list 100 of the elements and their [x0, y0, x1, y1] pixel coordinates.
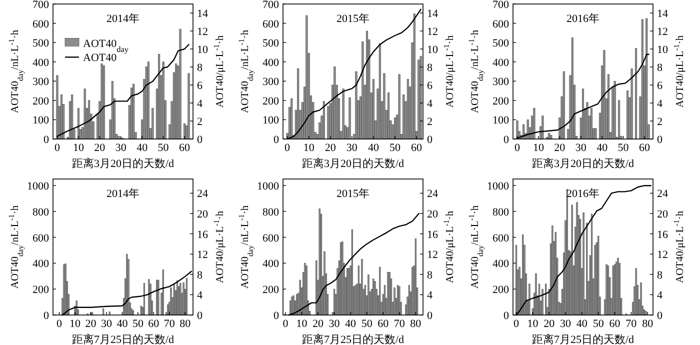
- y-tick-label: 200: [32, 284, 50, 296]
- y2-tick-label: 14: [427, 8, 438, 20]
- x-tick-label: 50: [618, 142, 630, 154]
- x-tick-label: 50: [361, 318, 373, 330]
- text: 2014年: [106, 188, 140, 200]
- y2-tick-label: 24: [197, 188, 208, 200]
- y2-tick-label: 0: [657, 134, 663, 146]
- y2-tick-label: 10: [197, 44, 208, 56]
- y2-tick-label: 4: [197, 98, 203, 110]
- y-tick-label: 700: [262, 0, 280, 11]
- y-tick-label: 0: [44, 134, 50, 146]
- x-tick-label: 40: [116, 318, 128, 330]
- x-tick-label: 10: [72, 142, 84, 154]
- x-tick-label: 40: [596, 142, 608, 154]
- x-tick-label: 50: [132, 318, 144, 330]
- y2-tick-label: 20: [657, 208, 668, 221]
- x-tick-label: 20: [544, 318, 556, 330]
- y-tick-label: 600: [32, 18, 50, 30]
- y2-tick-label: 12: [427, 249, 438, 262]
- y-tick-label: 500: [492, 38, 510, 50]
- y-tick-label: 700: [492, 0, 510, 11]
- x-tick-label: 80: [180, 318, 192, 330]
- x-axis-title: 距离7月25日的天数/d: [532, 333, 635, 345]
- y-tick-label: 1000: [27, 180, 50, 192]
- x-tick-label: 0: [54, 142, 60, 154]
- y2-tick-label: 16: [197, 228, 208, 241]
- x-tick-label: 60: [411, 142, 423, 154]
- legend-label: AOT40: [83, 52, 118, 64]
- y-tick-label: 200: [262, 95, 280, 108]
- x-tick-label: 0: [514, 318, 520, 330]
- y-tick-label: 700: [32, 0, 50, 11]
- x-tick-label: 30: [560, 318, 572, 330]
- y-tick-label: 800: [32, 206, 50, 218]
- x-tick-label: 10: [303, 142, 315, 154]
- y2-tick-label: 6: [197, 80, 203, 92]
- y2-tick-label: 8: [427, 269, 433, 282]
- x-tick-label: 40: [136, 142, 148, 154]
- y-tick-label: 600: [262, 232, 280, 244]
- y2-tick-label: 10: [427, 44, 438, 56]
- x-tick-label: 0: [282, 318, 289, 330]
- x-tick-label: 0: [284, 142, 291, 154]
- x-tick-label: 30: [115, 142, 127, 154]
- y2-tick-label: 16: [427, 228, 438, 241]
- y2-tick-label: 4: [197, 290, 203, 302]
- text: 2016年: [566, 13, 600, 25]
- y-tick-label: 0: [504, 310, 510, 322]
- y2-tick-label: 8: [657, 62, 663, 74]
- y-tick-label: 300: [262, 76, 280, 88]
- x-tick-label: 30: [575, 142, 587, 154]
- y2-tick-label: 8: [427, 62, 433, 74]
- y2-tick-label: 16: [657, 228, 668, 241]
- y-tick-label: 600: [262, 18, 280, 30]
- text: 2015年: [336, 188, 370, 200]
- x-axis-title: 距离7月25日的天数/d: [72, 333, 175, 345]
- x-axis-title: 距离3月20日的天数/d: [72, 157, 175, 170]
- x-tick-label: 60: [179, 142, 191, 154]
- x-tick-label: 80: [410, 318, 422, 330]
- x-axis-title: 距离7月25日的天数/d: [302, 333, 405, 345]
- y2-tick-label: 8: [197, 62, 203, 74]
- y2-tick-label: 4: [427, 98, 433, 110]
- y-tick-label: 100: [492, 114, 510, 127]
- y2-tick-label: 6: [657, 80, 663, 92]
- y2-tick-label: 24: [657, 188, 668, 200]
- x-tick-label: 20: [85, 318, 97, 330]
- x-tick-label: 70: [394, 318, 406, 330]
- y2-tick-label: 8: [657, 269, 663, 282]
- y-tick-label: 600: [492, 232, 510, 244]
- y2-tick-label: 20: [427, 208, 438, 221]
- y-tick-label: 400: [492, 56, 510, 69]
- x-tick-label: 50: [390, 142, 401, 154]
- y2-tick-label: 0: [427, 310, 433, 322]
- y2-tick-label: 14: [657, 8, 668, 20]
- y-tick-label: 400: [262, 56, 280, 69]
- y-tick-label: 0: [504, 134, 510, 146]
- y-tick-label: 200: [492, 95, 510, 108]
- y2-tick-label: 2: [427, 116, 432, 128]
- x-tick-label: 50: [158, 142, 170, 154]
- x-tick-label: 40: [576, 318, 588, 330]
- y-tick-label: 1000: [257, 180, 280, 192]
- y-tick-label: 500: [262, 38, 280, 50]
- y-tick-label: 600: [492, 18, 510, 30]
- text: 2015年: [336, 13, 370, 25]
- y-tick-label: 500: [32, 38, 50, 50]
- x-tick-label: 10: [70, 318, 82, 330]
- x-tick-label: 20: [554, 142, 566, 154]
- y2-tick-label: 24: [427, 188, 438, 200]
- x-tick-label: 70: [164, 318, 176, 330]
- x-axis-title: 距离3月20日的天数/d: [302, 157, 405, 170]
- y2-tick-label: 0: [657, 310, 663, 322]
- y-tick-label: 600: [32, 232, 50, 244]
- legend-label: AOT40$_{day}$: [83, 38, 130, 54]
- x-tick-label: 60: [148, 318, 160, 330]
- y2-tick-label: 8: [197, 269, 203, 282]
- x-tick-label: 0: [56, 318, 63, 330]
- x-tick-label: 60: [639, 142, 651, 154]
- y2-tick-label: 0: [197, 134, 203, 146]
- y-tick-label: 200: [492, 284, 510, 296]
- y2-tick-label: 2: [657, 116, 662, 128]
- y-tick-label: 200: [32, 95, 50, 108]
- y-tick-label: 300: [32, 76, 50, 88]
